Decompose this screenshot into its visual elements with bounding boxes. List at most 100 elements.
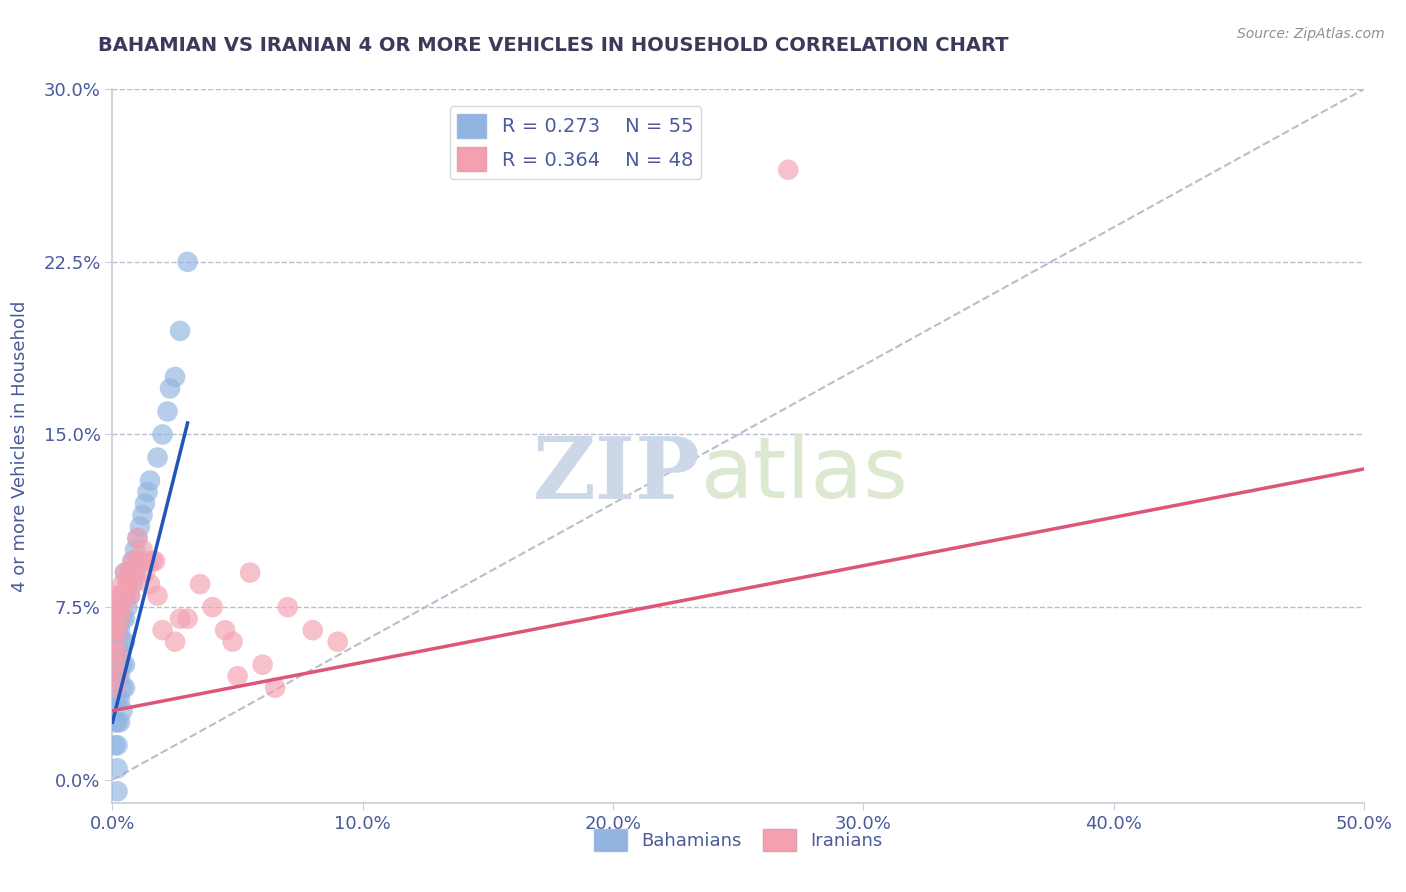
Point — [139, 577, 162, 591]
Point — [111, 612, 134, 626]
Point — [108, 692, 131, 706]
Point — [107, 646, 129, 660]
Point — [117, 577, 139, 591]
Point — [107, 761, 129, 775]
Point — [239, 566, 262, 580]
Point — [107, 738, 129, 752]
Point — [176, 612, 198, 626]
Point — [107, 612, 129, 626]
Y-axis label: 4 or more Vehicles in Household: 4 or more Vehicles in Household — [11, 301, 30, 591]
Point — [114, 589, 136, 603]
Point — [118, 589, 141, 603]
Point — [114, 589, 136, 603]
Point — [111, 634, 134, 648]
Point — [221, 634, 243, 648]
Point — [176, 255, 198, 269]
Point — [152, 623, 174, 637]
Point — [124, 566, 146, 580]
Point — [111, 589, 134, 603]
Point — [127, 554, 149, 568]
Point — [114, 657, 136, 672]
Point — [107, 692, 129, 706]
Point — [131, 542, 153, 557]
Point — [107, 669, 129, 683]
Point — [141, 554, 163, 568]
Point — [121, 577, 143, 591]
Point — [114, 681, 136, 695]
Point — [111, 600, 134, 615]
Point — [117, 577, 139, 591]
Point — [188, 577, 211, 591]
Point — [111, 577, 134, 591]
Point — [121, 554, 143, 568]
Point — [107, 600, 129, 615]
Text: Source: ZipAtlas.com: Source: ZipAtlas.com — [1237, 27, 1385, 41]
Point — [152, 427, 174, 442]
Text: ZIP: ZIP — [533, 433, 700, 516]
Point — [107, 669, 129, 683]
Point — [136, 485, 159, 500]
Point — [111, 657, 134, 672]
Point — [111, 681, 134, 695]
Legend: Bahamians, Iranians: Bahamians, Iranians — [586, 822, 890, 858]
Point — [121, 577, 143, 591]
Point — [131, 508, 153, 522]
Point — [124, 566, 146, 580]
Point — [107, 623, 129, 637]
Point — [108, 623, 131, 637]
Point — [101, 646, 124, 660]
Point — [104, 715, 127, 730]
Point — [104, 681, 127, 695]
Point — [104, 657, 127, 672]
Point — [118, 566, 141, 580]
Point — [169, 324, 191, 338]
Point — [301, 623, 323, 637]
Point — [104, 738, 127, 752]
Point — [108, 646, 131, 660]
Point — [108, 612, 131, 626]
Point — [136, 554, 159, 568]
Point — [264, 681, 287, 695]
Point — [108, 600, 131, 615]
Point — [104, 634, 127, 648]
Text: BAHAMIAN VS IRANIAN 4 OR MORE VEHICLES IN HOUSEHOLD CORRELATION CHART: BAHAMIAN VS IRANIAN 4 OR MORE VEHICLES I… — [98, 36, 1010, 54]
Point — [778, 162, 800, 177]
Point — [117, 600, 139, 615]
Point — [169, 612, 191, 626]
Point — [101, 623, 124, 637]
Point — [163, 370, 186, 384]
Point — [277, 600, 299, 615]
Point — [118, 589, 141, 603]
Point — [214, 623, 236, 637]
Point — [104, 634, 127, 648]
Point — [108, 589, 131, 603]
Point — [134, 497, 156, 511]
Point — [104, 669, 127, 683]
Point — [129, 519, 152, 533]
Point — [163, 634, 186, 648]
Point — [201, 600, 224, 615]
Point — [104, 589, 127, 603]
Point — [114, 566, 136, 580]
Point — [121, 554, 143, 568]
Point — [326, 634, 349, 648]
Point — [118, 566, 141, 580]
Point — [107, 646, 129, 660]
Point — [111, 704, 134, 718]
Point — [127, 554, 149, 568]
Text: atlas: atlas — [700, 433, 908, 516]
Point — [127, 531, 149, 545]
Point — [114, 634, 136, 648]
Point — [104, 646, 127, 660]
Point — [107, 623, 129, 637]
Point — [108, 715, 131, 730]
Point — [156, 404, 179, 418]
Point — [114, 566, 136, 580]
Point — [104, 612, 127, 626]
Point — [124, 542, 146, 557]
Point — [252, 657, 274, 672]
Point — [107, 715, 129, 730]
Point — [139, 474, 162, 488]
Point — [143, 554, 166, 568]
Point — [134, 566, 156, 580]
